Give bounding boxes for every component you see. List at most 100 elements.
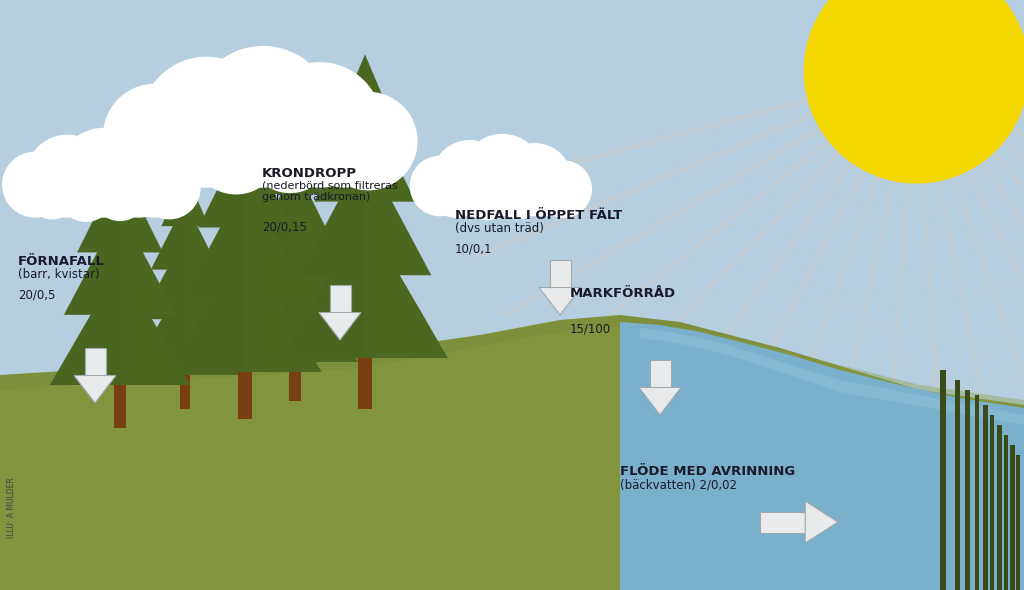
Polygon shape (319, 313, 361, 340)
Text: (nederbörd som filtreras
genom trädkronan): (nederbörd som filtreras genom trädkrona… (262, 180, 397, 202)
Text: NEDFALL I ÖPPET FÄLT: NEDFALL I ÖPPET FÄLT (455, 209, 623, 222)
Circle shape (536, 161, 591, 217)
Polygon shape (50, 264, 190, 385)
Polygon shape (245, 91, 278, 168)
Bar (357, 358, 373, 409)
Polygon shape (185, 171, 209, 226)
Circle shape (191, 104, 281, 194)
Polygon shape (295, 205, 345, 299)
Polygon shape (129, 279, 241, 375)
Text: MARKFÖRRÅD: MARKFÖRRÅD (570, 287, 676, 300)
Polygon shape (120, 166, 163, 253)
Circle shape (258, 63, 382, 187)
Bar (330, 285, 350, 313)
Circle shape (432, 141, 507, 215)
Bar (983, 405, 988, 590)
Text: (dvs utan träd): (dvs utan träd) (455, 222, 544, 235)
Polygon shape (77, 166, 163, 253)
Bar (760, 512, 805, 533)
Bar (965, 390, 970, 590)
Bar (239, 372, 252, 419)
Polygon shape (140, 235, 229, 319)
Bar (1016, 455, 1020, 590)
Polygon shape (232, 254, 358, 362)
Text: FÖRNAFALL: FÖRNAFALL (18, 255, 104, 268)
Polygon shape (295, 254, 358, 362)
Polygon shape (151, 201, 219, 270)
Polygon shape (620, 322, 1024, 590)
Polygon shape (805, 501, 838, 543)
Bar (290, 362, 301, 401)
Bar (85, 348, 105, 375)
Circle shape (141, 109, 222, 190)
Circle shape (247, 106, 333, 192)
Polygon shape (0, 315, 1024, 590)
Polygon shape (63, 209, 176, 315)
Polygon shape (295, 131, 322, 194)
Bar (649, 360, 671, 388)
Bar (997, 425, 1002, 590)
Polygon shape (90, 127, 150, 198)
Circle shape (93, 166, 147, 221)
Text: (bäckvatten) 2/0,02: (bäckvatten) 2/0,02 (620, 478, 737, 491)
Polygon shape (120, 264, 190, 385)
Circle shape (103, 84, 206, 187)
Circle shape (319, 93, 417, 190)
Polygon shape (183, 181, 306, 296)
Text: 20/0,5: 20/0,5 (18, 288, 55, 301)
Circle shape (462, 135, 543, 215)
Circle shape (527, 172, 571, 215)
Text: KRONDROPP: KRONDROPP (262, 167, 357, 180)
Polygon shape (245, 205, 345, 299)
Circle shape (138, 158, 200, 219)
Circle shape (411, 156, 470, 215)
Polygon shape (74, 375, 116, 403)
Circle shape (130, 169, 178, 217)
Circle shape (99, 139, 178, 217)
Circle shape (805, 0, 1024, 183)
Polygon shape (365, 100, 416, 202)
Polygon shape (185, 279, 241, 375)
Polygon shape (245, 134, 292, 228)
Bar (975, 395, 979, 590)
Polygon shape (539, 287, 581, 315)
Polygon shape (365, 54, 400, 137)
Text: 15/100: 15/100 (570, 322, 611, 335)
Polygon shape (120, 127, 150, 198)
Circle shape (141, 57, 271, 187)
Bar (955, 380, 961, 590)
Polygon shape (283, 215, 447, 358)
Text: (barr, kvistar): (barr, kvistar) (18, 268, 99, 281)
Polygon shape (365, 215, 447, 358)
Polygon shape (314, 100, 416, 202)
Bar (148, 140, 378, 167)
Circle shape (58, 129, 147, 217)
Bar (31, 187, 175, 204)
Bar (114, 385, 126, 428)
Polygon shape (169, 240, 322, 372)
Circle shape (3, 152, 68, 217)
Circle shape (493, 169, 543, 219)
Polygon shape (299, 151, 431, 275)
Polygon shape (213, 91, 278, 168)
Circle shape (58, 165, 114, 221)
Circle shape (461, 168, 513, 219)
Polygon shape (365, 151, 431, 275)
Circle shape (306, 112, 382, 187)
Polygon shape (185, 201, 219, 270)
Polygon shape (199, 134, 292, 228)
Bar (1004, 435, 1008, 590)
Polygon shape (268, 131, 322, 194)
Text: FLÖDE MED AVRINNING: FLÖDE MED AVRINNING (620, 465, 796, 478)
Polygon shape (0, 325, 1024, 590)
Circle shape (432, 171, 479, 217)
Text: ILLU: A MULDER: ILLU: A MULDER (7, 478, 16, 538)
Polygon shape (120, 209, 176, 315)
Polygon shape (256, 166, 334, 243)
Text: 20/0,15: 20/0,15 (262, 220, 307, 233)
Polygon shape (330, 54, 400, 137)
Polygon shape (245, 181, 306, 296)
Bar (436, 188, 568, 204)
Circle shape (27, 168, 78, 219)
Circle shape (193, 47, 333, 187)
